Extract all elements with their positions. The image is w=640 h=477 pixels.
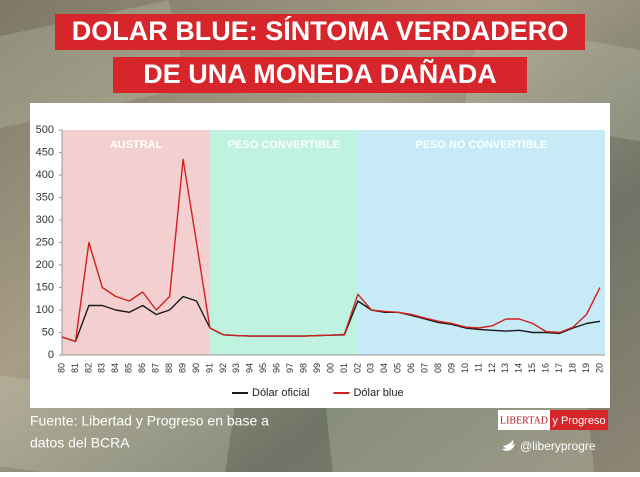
- region-band: [357, 130, 605, 355]
- y-tick-label: 250: [36, 236, 54, 248]
- source-note: datos del BCRA: [30, 435, 130, 451]
- legend-label: Dólar blue: [353, 387, 403, 399]
- region-label: AUSTRAL: [110, 139, 163, 151]
- x-tick-label: 06: [406, 363, 416, 373]
- x-tick-label: 99: [312, 363, 322, 373]
- logo-text: LIBERTAD: [500, 415, 548, 426]
- y-tick-label: 100: [36, 304, 54, 316]
- logo-box: [550, 410, 608, 430]
- x-tick-label: 08: [433, 363, 443, 373]
- x-tick-label: 80: [56, 363, 66, 373]
- x-tick-label: 81: [70, 363, 80, 373]
- x-tick-label: 94: [245, 363, 255, 373]
- chart-title: DE UNA MONEDA DAÑADA: [143, 58, 497, 89]
- x-tick-label: 93: [231, 363, 241, 373]
- x-tick-label: 11: [473, 363, 483, 372]
- y-tick-label: 300: [36, 214, 54, 226]
- region-band: [62, 130, 210, 355]
- data-line: [61, 158, 601, 343]
- x-tick-label: 05: [393, 363, 403, 373]
- x-tick-label: 01: [339, 363, 349, 373]
- x-tick-label: 84: [110, 363, 120, 373]
- x-tick-label: 97: [285, 363, 295, 373]
- x-tick-label: 88: [164, 363, 174, 373]
- y-tick-label: 500: [36, 124, 54, 136]
- logo-text: y Progreso: [552, 415, 605, 427]
- title-bar: [113, 57, 527, 93]
- x-tick-label: 10: [460, 363, 470, 373]
- x-tick-label: 20: [594, 363, 604, 373]
- x-tick-label: 17: [554, 363, 564, 373]
- y-tick-label: 200: [36, 259, 54, 271]
- x-tick-label: 04: [379, 363, 389, 373]
- x-tick-label: 83: [97, 363, 107, 373]
- x-tick-label: 82: [83, 363, 93, 373]
- x-tick-label: 15: [527, 363, 537, 373]
- x-tick-label: 86: [137, 363, 147, 373]
- x-tick-label: 96: [272, 363, 282, 373]
- region-band: [209, 130, 358, 355]
- region-label: PESO CONVERTIBLE: [228, 139, 340, 151]
- x-tick-label: 19: [581, 363, 591, 373]
- x-tick-label: 16: [541, 363, 551, 373]
- y-tick-label: 50: [42, 326, 54, 338]
- x-tick-label: 85: [124, 363, 134, 373]
- y-tick-label: 350: [36, 191, 54, 203]
- twitter-icon: [502, 440, 515, 451]
- y-tick-label: 0: [48, 349, 54, 361]
- x-tick-label: 09: [446, 363, 456, 373]
- source-note: Fuente: Libertad y Progreso en base a: [30, 413, 269, 429]
- x-tick-label: 87: [151, 363, 161, 373]
- x-tick-label: 18: [567, 363, 577, 373]
- x-tick-label: 89: [177, 363, 187, 373]
- x-tick-label: 00: [325, 363, 335, 373]
- x-tick-label: 92: [218, 363, 228, 373]
- y-tick-label: 400: [36, 169, 54, 181]
- legend-label: Dólar oficial: [252, 387, 309, 399]
- x-tick-label: 13: [500, 363, 510, 373]
- title-bar: [55, 14, 585, 50]
- logo-box: [498, 410, 550, 430]
- x-tick-label: 14: [514, 363, 524, 373]
- x-tick-label: 07: [420, 363, 430, 373]
- x-tick-label: 03: [366, 363, 376, 373]
- chart-title: DOLAR BLUE: SÍNTOMA VERDADERO: [72, 15, 569, 46]
- x-tick-label: 91: [204, 363, 214, 373]
- x-tick-label: 12: [487, 363, 497, 373]
- y-tick-label: 150: [36, 281, 54, 293]
- social-handle: @liberyprogre: [520, 439, 596, 453]
- x-tick-label: 90: [191, 363, 201, 373]
- x-tick-label: 95: [258, 363, 268, 373]
- y-tick-label: 450: [36, 146, 54, 158]
- x-tick-label: 98: [298, 363, 308, 373]
- plot: AUSTRAL PESO CONVERTIBLE PESO NO CONVERTIB…: [36, 124, 605, 399]
- region-label: PESO NO CONVERTIBLE: [415, 139, 547, 151]
- x-tick-label: 02: [352, 363, 362, 373]
